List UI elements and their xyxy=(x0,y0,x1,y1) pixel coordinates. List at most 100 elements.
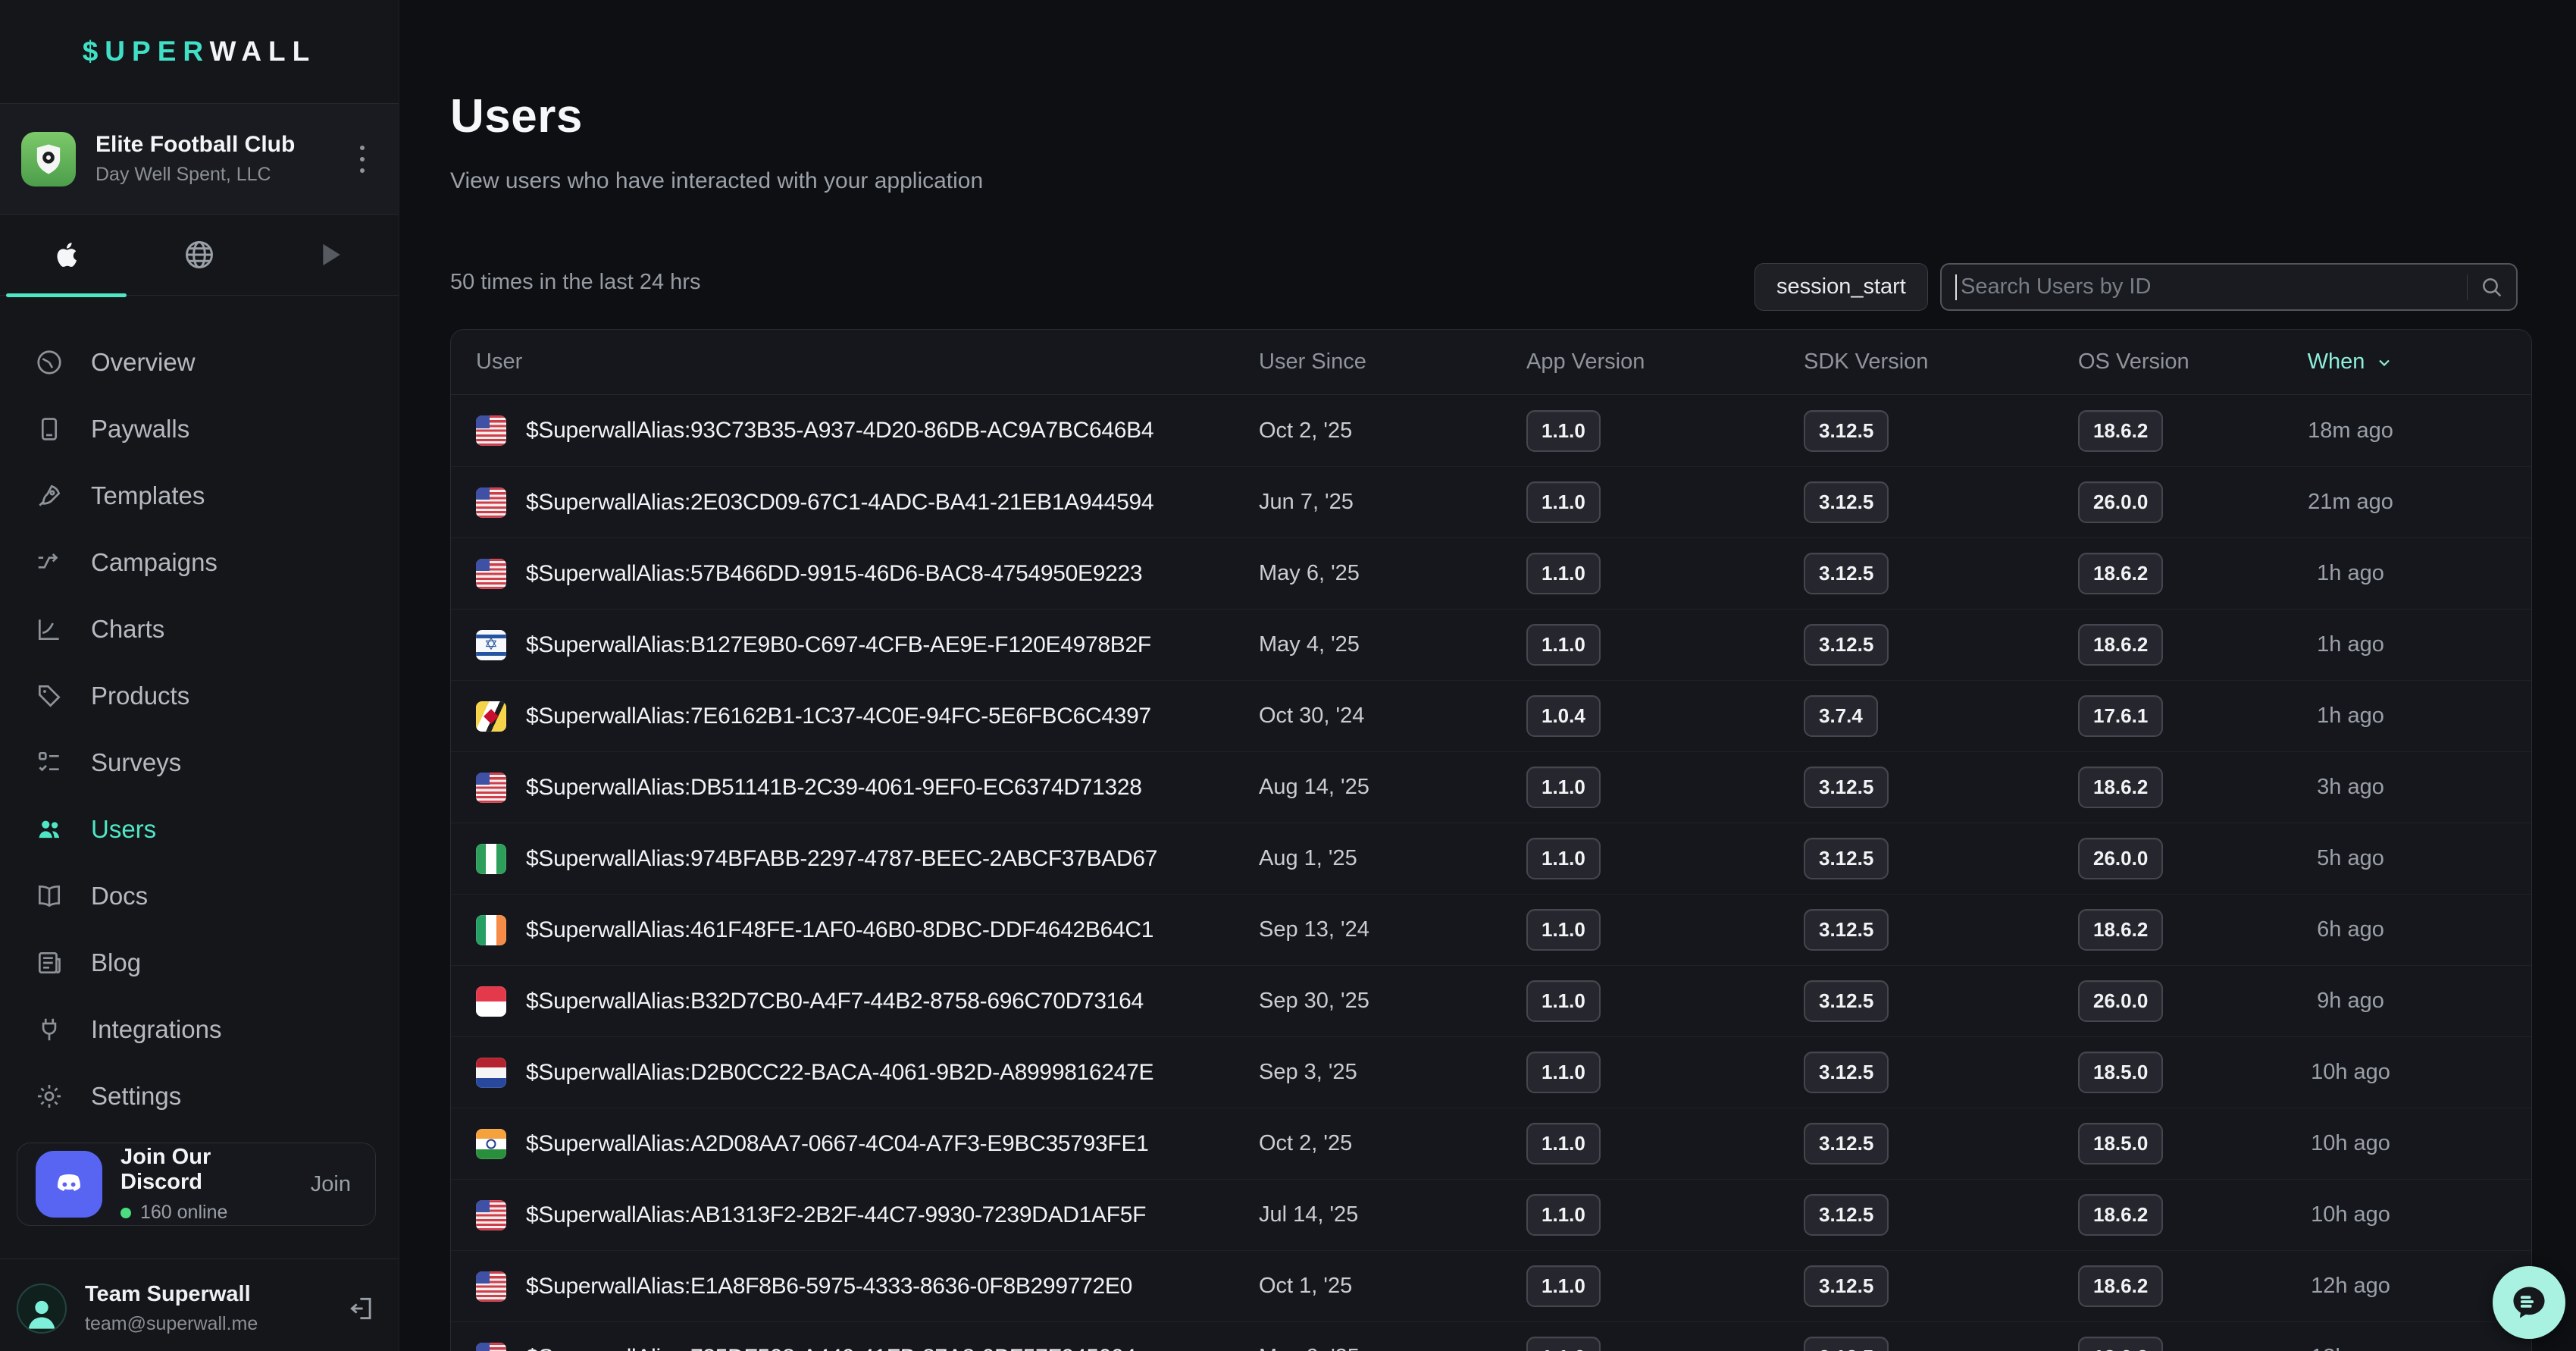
sidebar-item-overview[interactable]: Overview xyxy=(0,329,399,396)
search-icon[interactable] xyxy=(2480,275,2504,299)
team-menu-kebab-icon[interactable] xyxy=(347,136,377,182)
table-row[interactable]: $SuperwallAlias:B32D7CB0-A4F7-44B2-8758-… xyxy=(451,965,2531,1036)
user-since: Sep 13, '24 xyxy=(1259,917,1369,942)
os-version-cell: 18.6.2 xyxy=(2078,1265,2301,1307)
user-id: $SuperwallAlias:974BFABB-2297-4787-BEEC-… xyxy=(526,845,1158,871)
table-row[interactable]: $SuperwallAlias:B127E9B0-C697-4CFB-AE9E-… xyxy=(451,609,2531,680)
table-row[interactable]: $SuperwallAlias:DB51141B-2C39-4061-9EF0-… xyxy=(451,751,2531,823)
country-flag-icon xyxy=(476,843,506,874)
sidebar-item-docs[interactable]: Docs xyxy=(0,863,399,929)
chat-fab-button[interactable] xyxy=(2493,1266,2565,1339)
user-since: May 6, '25 xyxy=(1259,561,1360,585)
table-row[interactable]: $SuperwallAlias:7E6162B1-1C37-4C0E-94FC-… xyxy=(451,680,2531,751)
table-row[interactable]: $SuperwallAlias:A2D08AA7-0667-4C04-A7F3-… xyxy=(451,1108,2531,1179)
logo-secondary: WALL xyxy=(209,36,317,67)
tab-android[interactable] xyxy=(266,215,399,295)
sidebar-item-charts[interactable]: Charts xyxy=(0,596,399,663)
app-version-cell: 1.1.0 xyxy=(1526,553,1804,594)
platform-tabs xyxy=(0,215,399,297)
user-cell: $SuperwallAlias:461F48FE-1AF0-46B0-8DBC-… xyxy=(476,914,1259,945)
os-version-badge: 18.5.0 xyxy=(2078,1052,2164,1093)
sidebar-item-label: Integrations xyxy=(91,1015,222,1043)
when-value: 5h ago xyxy=(2317,846,2384,870)
table-row[interactable]: $SuperwallAlias:974BFABB-2297-4787-BEEC-… xyxy=(451,823,2531,894)
tab-ios[interactable] xyxy=(0,215,133,297)
table-row[interactable]: $SuperwallAlias:AB1313F2-2B2F-44C7-9930-… xyxy=(451,1179,2531,1250)
sdk-version-cell: 3.12.5 xyxy=(1804,624,2078,666)
app-version-badge: 1.1.0 xyxy=(1526,553,1601,594)
user-since: Aug 1, '25 xyxy=(1259,846,1357,870)
table-row[interactable]: $SuperwallAlias:461F48FE-1AF0-46B0-8DBC-… xyxy=(451,894,2531,965)
app-version-cell: 1.1.0 xyxy=(1526,1052,1804,1093)
table-row[interactable]: $SuperwallAlias:57B466DD-9915-46D6-BAC8-… xyxy=(451,538,2531,609)
country-flag-icon xyxy=(476,701,506,732)
user-cell: $SuperwallAlias:D2B0CC22-BACA-4061-9B2D-… xyxy=(476,1057,1259,1088)
page-subtitle: View users who have interacted with your… xyxy=(450,168,984,193)
os-version-badge: 18.6.2 xyxy=(2078,1265,2164,1307)
table-row[interactable]: $SuperwallAlias:D2B0CC22-BACA-4061-9B2D-… xyxy=(451,1036,2531,1108)
search-input[interactable]: Search Users by ID xyxy=(1940,263,2518,311)
brand-logo[interactable]: $UPERWALL xyxy=(0,0,399,104)
country-flag-icon xyxy=(476,629,506,660)
sidebar-item-label: Templates xyxy=(91,481,205,509)
country-flag-icon xyxy=(476,415,506,446)
sdk-version-cell: 3.12.5 xyxy=(1804,980,2078,1022)
account-row[interactable]: Team Superwall team@superwall.me xyxy=(0,1271,399,1346)
country-flag-icon xyxy=(476,1128,506,1159)
app-version-cell: 1.1.0 xyxy=(1526,1194,1804,1236)
app-version-cell: 1.1.0 xyxy=(1526,624,1804,666)
user-since: Sep 30, '25 xyxy=(1259,989,1369,1013)
column-header-user-since: User Since xyxy=(1259,350,1366,374)
logout-icon[interactable] xyxy=(347,1294,376,1323)
sidebar-item-templates[interactable]: Templates xyxy=(0,462,399,529)
account-email: team@superwall.me xyxy=(85,1313,258,1334)
table-row[interactable]: $SuperwallAlias:735DF508-A440-41FB-87A8-… xyxy=(451,1321,2531,1351)
team-switcher[interactable]: Elite Football Club Day Well Spent, LLC xyxy=(0,104,399,215)
user-id: $SuperwallAlias:D2B0CC22-BACA-4061-9B2D-… xyxy=(526,1059,1154,1085)
sidebar-item-surveys[interactable]: Surveys xyxy=(0,729,399,796)
when-value: 3h ago xyxy=(2317,775,2384,799)
search-divider xyxy=(2467,274,2468,300)
sidebar-item-campaigns[interactable]: Campaigns xyxy=(0,529,399,596)
sidebar-item-paywalls[interactable]: Paywalls xyxy=(0,396,399,462)
column-header-os-version: OS Version xyxy=(2078,350,2189,374)
user-id: $SuperwallAlias:DB51141B-2C39-4061-9EF0-… xyxy=(526,774,1142,800)
user-since: Oct 30, '24 xyxy=(1259,704,1365,728)
os-version-cell: 18.6.2 xyxy=(2078,1337,2301,1351)
apple-icon xyxy=(57,243,77,267)
os-version-badge: 18.6.2 xyxy=(2078,1337,2164,1351)
sidebar-item-label: Users xyxy=(91,815,157,843)
os-version-cell: 18.5.0 xyxy=(2078,1123,2301,1164)
sidebar-item-users[interactable]: Users xyxy=(0,796,399,863)
os-version-cell: 18.6.2 xyxy=(2078,624,2301,666)
user-id: $SuperwallAlias:461F48FE-1AF0-46B0-8DBC-… xyxy=(526,917,1154,942)
google-play-icon xyxy=(323,243,341,266)
sidebar-item-products[interactable]: Products xyxy=(0,663,399,729)
sidebar-item-blog[interactable]: Blog xyxy=(0,929,399,996)
tab-web[interactable] xyxy=(133,215,265,295)
stats-line: 50 times in the last 24 hrs xyxy=(450,270,701,294)
discord-meta: Join Our Discord 160 online xyxy=(121,1145,293,1224)
paywalls-icon xyxy=(41,418,58,440)
discord-join-button[interactable]: Join xyxy=(310,1171,351,1196)
user-since: Oct 2, '25 xyxy=(1259,418,1353,443)
sdk-version-cell: 3.12.5 xyxy=(1804,1194,2078,1236)
discord-card[interactable]: Join Our Discord 160 online Join xyxy=(17,1143,376,1226)
event-filter-button[interactable]: session_start xyxy=(1754,263,1928,311)
column-header-when-sort[interactable]: When xyxy=(2301,350,2506,375)
table-row[interactable]: $SuperwallAlias:93C73B35-A937-4D20-86DB-… xyxy=(451,395,2531,466)
sdk-version-badge: 3.12.5 xyxy=(1804,624,1889,666)
user-since: May 4, '25 xyxy=(1259,632,1360,657)
app-version-badge: 1.0.4 xyxy=(1526,695,1601,737)
user-id: $SuperwallAlias:735DF508-A440-41FB-87A8-… xyxy=(526,1345,1136,1351)
when-value: 6h ago xyxy=(2317,917,2384,942)
sdk-version-badge: 3.12.5 xyxy=(1804,909,1889,951)
sdk-version-badge: 3.12.5 xyxy=(1804,1123,1889,1164)
user-since: May 9, '25 xyxy=(1259,1345,1526,1351)
sidebar-item-integrations[interactable]: Integrations xyxy=(0,996,399,1063)
sidebar-item-settings[interactable]: Settings xyxy=(0,1063,399,1130)
table-row[interactable]: $SuperwallAlias:2E03CD09-67C1-4ADC-BA41-… xyxy=(451,466,2531,538)
table-row[interactable]: $SuperwallAlias:E1A8F8B6-5975-4333-8636-… xyxy=(451,1250,2531,1321)
search-placeholder: Search Users by ID xyxy=(1961,274,2152,299)
app-version-cell: 1.1.0 xyxy=(1526,409,1804,452)
